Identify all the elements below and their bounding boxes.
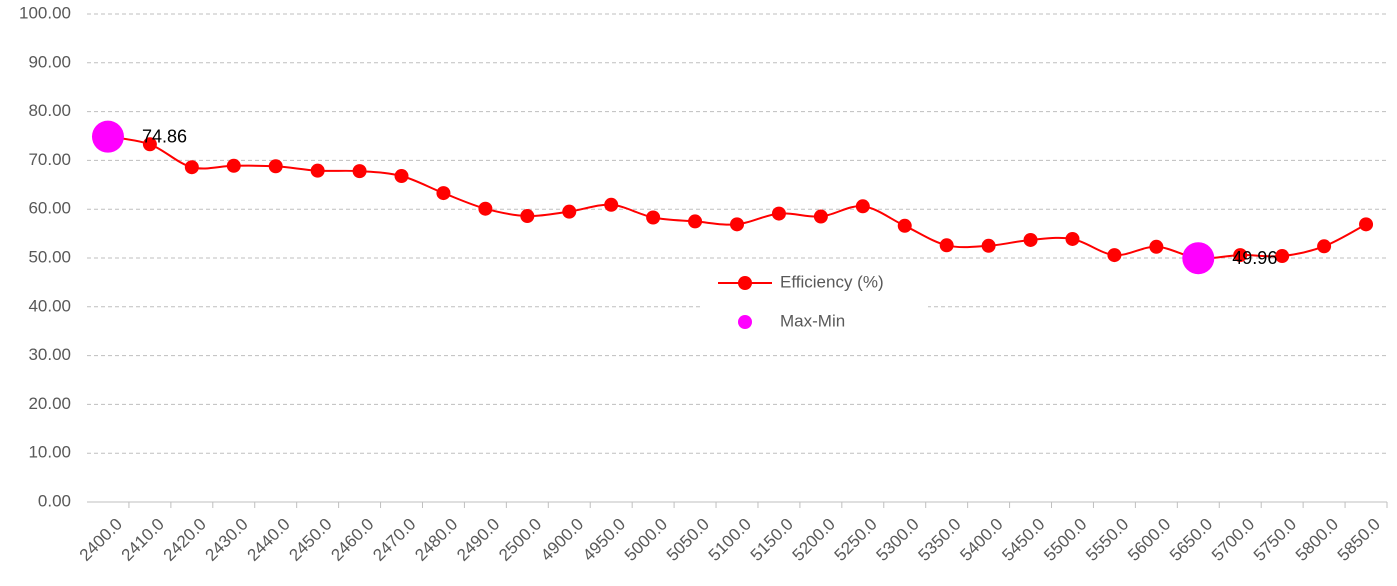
x-tick-label: 2490.0 (453, 515, 503, 565)
point (688, 214, 703, 229)
legend-label: Max-Min (780, 311, 845, 330)
x-tick-label: 5250.0 (831, 515, 881, 565)
x-tick-label: 5150.0 (747, 515, 797, 565)
point (1317, 239, 1332, 254)
x-tick-label: 2460.0 (327, 515, 377, 565)
point (226, 158, 241, 173)
point (520, 209, 535, 224)
x-tick-label: 5550.0 (1082, 515, 1132, 565)
x-tick-label: 2400.0 (76, 515, 126, 565)
x-tick-label: 2410.0 (118, 515, 168, 565)
point (142, 137, 157, 152)
legend-dot (738, 276, 752, 290)
legend-box (700, 264, 928, 342)
max-min-point (91, 120, 124, 153)
point (604, 197, 619, 212)
y-tick-label: 20.00 (28, 394, 71, 413)
point (939, 238, 954, 253)
point (730, 217, 744, 232)
y-tick-label: 100.00 (19, 3, 71, 22)
point (352, 164, 367, 179)
x-tick-label: 5650.0 (1166, 515, 1216, 565)
point (1275, 249, 1290, 264)
x-tick-label: 2480.0 (411, 515, 461, 565)
x-tick-label: 5700.0 (1208, 515, 1258, 565)
x-tick-label: 5500.0 (1040, 515, 1090, 565)
x-tick-label: 2470.0 (369, 515, 419, 565)
point (562, 204, 577, 219)
x-tick-label: 5400.0 (956, 515, 1006, 565)
point (897, 218, 912, 233)
point (394, 169, 409, 184)
point (1065, 231, 1080, 246)
x-tick-label: 2500.0 (495, 515, 545, 565)
legend-dot (738, 315, 752, 329)
x-tick-label: 5850.0 (1334, 515, 1384, 565)
y-tick-label: 90.00 (28, 52, 71, 71)
x-tick-label: 4900.0 (537, 515, 587, 565)
point (268, 159, 283, 174)
x-tick-label: 2440.0 (244, 515, 294, 565)
y-tick-label: 60.00 (28, 199, 71, 218)
x-tick-label: 4950.0 (579, 515, 629, 565)
x-tick-label: 5350.0 (914, 515, 964, 565)
x-tick-label: 5200.0 (789, 515, 839, 565)
x-tick-label: 2450.0 (285, 515, 335, 565)
point (436, 186, 451, 201)
max-min-point (1182, 242, 1215, 275)
point (771, 206, 786, 221)
data-label: 49.96 (1232, 248, 1277, 268)
point (184, 160, 199, 175)
x-tick-label: 5600.0 (1124, 515, 1174, 565)
y-tick-label: 10.00 (28, 443, 71, 462)
y-tick-label: 70.00 (28, 150, 71, 169)
point (646, 210, 661, 225)
point (1023, 232, 1038, 247)
legend-label: Efficiency (%) (780, 272, 884, 291)
point (478, 201, 493, 216)
y-tick-label: 40.00 (28, 296, 71, 315)
x-tick-label: 5050.0 (663, 515, 713, 565)
point (310, 163, 325, 178)
point (981, 238, 996, 253)
point (1233, 248, 1248, 263)
point (1149, 239, 1164, 254)
x-tick-label: 5750.0 (1250, 515, 1300, 565)
y-tick-label: 0.00 (38, 491, 71, 510)
x-tick-label: 5800.0 (1292, 515, 1342, 565)
y-tick-label: 80.00 (28, 101, 71, 120)
y-tick-label: 30.00 (28, 345, 71, 364)
series-line (107, 135, 1367, 260)
x-tick-label: 5300.0 (873, 515, 923, 565)
data-label: 74.86 (142, 126, 187, 146)
x-tick-label: 2420.0 (160, 515, 210, 565)
x-tick-label: 5000.0 (621, 515, 671, 565)
x-tick-label: 5450.0 (998, 515, 1048, 565)
point (813, 209, 828, 224)
y-tick-label: 50.00 (28, 247, 71, 266)
point (1359, 217, 1374, 232)
x-tick-label: 2430.0 (202, 515, 252, 565)
x-tick-label: 5100.0 (705, 515, 755, 565)
point (1107, 248, 1122, 263)
point (855, 199, 870, 214)
